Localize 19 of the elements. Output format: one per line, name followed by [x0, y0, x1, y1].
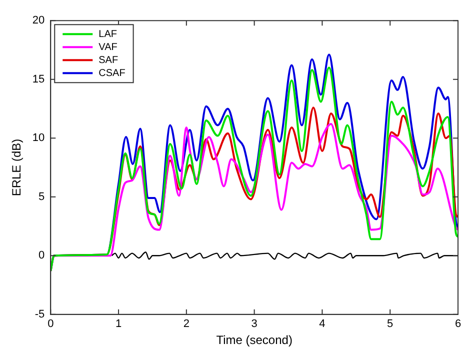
x-tick-label: 3 — [251, 318, 258, 330]
legend-label: VAF — [98, 42, 118, 53]
y-axis-title: ERLE (dB) — [10, 138, 24, 196]
y-tick-label: 0 — [38, 250, 45, 262]
x-axis-title: Time (second) — [216, 333, 292, 348]
x-tick-label: 4 — [319, 318, 326, 330]
legend-label: SAF — [98, 54, 118, 66]
legend-label: CSAF — [98, 68, 126, 79]
y-tick-label: -5 — [34, 308, 45, 320]
y-tick-label: 15 — [32, 73, 45, 86]
x-tick-label: 1 — [115, 318, 122, 330]
y-tick-label: 20 — [32, 14, 45, 27]
y-tick-label: 10 — [32, 132, 45, 144]
legend-label: LAF — [98, 28, 117, 40]
y-tick-label: 5 — [38, 190, 45, 203]
x-tick-label: 6 — [454, 318, 462, 330]
x-tick-label: 5 — [387, 318, 394, 330]
x-tick-label: 0 — [48, 318, 54, 330]
x-tick-label: 2 — [183, 318, 190, 330]
